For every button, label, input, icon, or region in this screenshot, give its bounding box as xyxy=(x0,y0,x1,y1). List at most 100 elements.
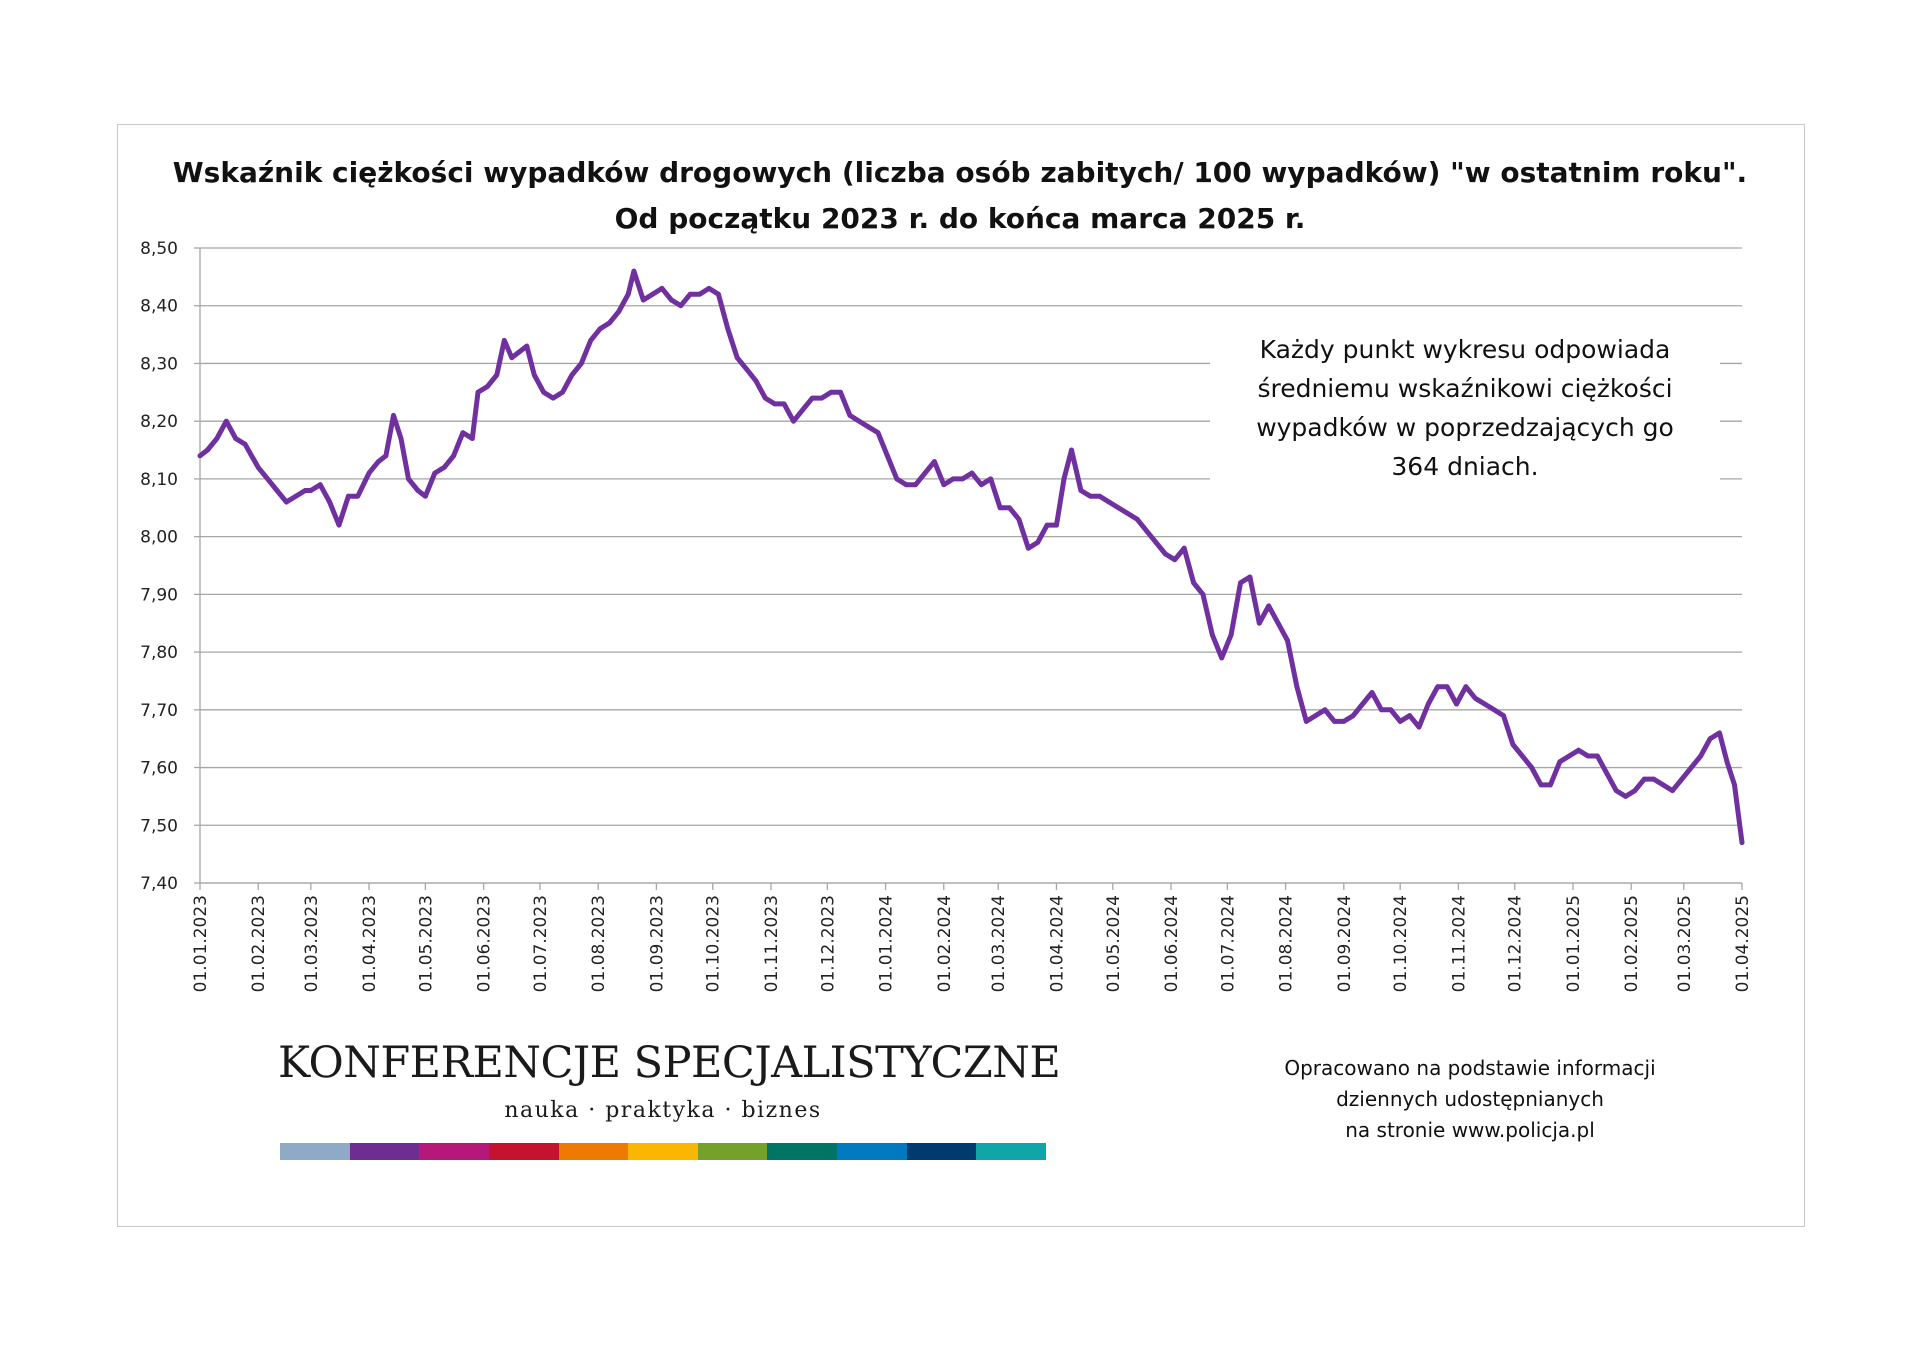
y-tick-label: 7,70 xyxy=(140,701,178,721)
data-point xyxy=(406,476,411,482)
data-point xyxy=(1585,753,1591,759)
data-point xyxy=(650,291,655,297)
logo-color-segment xyxy=(280,1143,350,1160)
annotation-line: Każdy punkt wykresu odpowiada xyxy=(1259,335,1671,364)
data-point xyxy=(625,291,631,297)
data-point xyxy=(214,436,220,441)
data-point xyxy=(1153,540,1159,545)
data-point xyxy=(875,430,881,436)
data-point xyxy=(753,378,759,384)
y-tick-label: 7,90 xyxy=(140,585,178,605)
data-point xyxy=(1294,684,1300,690)
data-point xyxy=(1303,719,1309,724)
data-point xyxy=(856,418,862,424)
data-point xyxy=(1732,782,1737,788)
data-point xyxy=(744,366,749,372)
data-point xyxy=(659,286,665,291)
logo-color-segment xyxy=(767,1143,838,1160)
logo-color-bar xyxy=(280,1143,1047,1160)
x-tick-label: 01.08.2023 xyxy=(589,895,609,992)
data-point xyxy=(1632,788,1638,793)
y-axis-labels: 8,50 8,40 8,30 8,20 8,10 8,00 7,90 7,80 7,70 7,60… xyxy=(140,239,178,894)
data-point xyxy=(460,430,466,436)
data-point xyxy=(969,470,975,476)
data-point xyxy=(1670,788,1675,793)
data-point xyxy=(383,453,389,459)
data-point xyxy=(1172,557,1178,563)
data-point xyxy=(355,493,361,499)
x-tick-label: 01.08.2024 xyxy=(1277,895,1297,992)
data-point xyxy=(978,482,984,488)
x-tick-label: 01.11.2023 xyxy=(762,895,782,992)
x-tick-label: 01.09.2023 xyxy=(647,895,667,992)
data-point xyxy=(903,482,909,488)
data-point xyxy=(1717,730,1722,736)
data-point xyxy=(485,384,490,389)
data-point xyxy=(1181,545,1187,551)
data-point xyxy=(828,389,834,395)
data-point xyxy=(242,441,248,447)
data-point xyxy=(1557,759,1563,765)
data-point xyxy=(560,389,565,395)
data-point xyxy=(293,493,299,499)
data-point xyxy=(1054,522,1059,528)
y-tick-label: 8,20 xyxy=(140,412,178,432)
data-point xyxy=(1097,493,1103,499)
data-point xyxy=(308,488,314,493)
x-tick-label: 01.05.2023 xyxy=(416,895,436,992)
x-tick-label: 01.04.2023 xyxy=(360,895,380,992)
data-point xyxy=(913,482,918,488)
data-point xyxy=(233,436,239,441)
data-point xyxy=(640,297,646,303)
data-point xyxy=(1698,753,1704,759)
data-point xyxy=(716,291,721,297)
y-tick-label: 8,50 xyxy=(140,239,178,259)
data-point xyxy=(1228,632,1234,638)
data-point xyxy=(550,395,556,401)
data-point xyxy=(415,488,421,493)
data-point xyxy=(1510,742,1516,747)
data-point xyxy=(1341,719,1347,724)
logo-color-segment xyxy=(976,1143,1047,1160)
data-point xyxy=(819,395,825,401)
data-point xyxy=(327,499,332,505)
x-tick-label: 01.07.2023 xyxy=(531,895,551,992)
data-point xyxy=(524,343,530,349)
data-point xyxy=(791,418,796,424)
x-tick-label: 01.02.2023 xyxy=(249,895,269,992)
data-point xyxy=(1087,493,1093,499)
x-tick-label: 01.09.2024 xyxy=(1335,895,1355,992)
data-point xyxy=(678,303,684,309)
data-point xyxy=(1407,713,1412,718)
data-point xyxy=(894,476,900,482)
data-point xyxy=(451,453,456,459)
data-point xyxy=(432,470,438,476)
data-point xyxy=(1641,776,1647,782)
data-point xyxy=(1604,770,1610,776)
y-tick-label: 7,80 xyxy=(140,643,178,663)
data-point xyxy=(423,493,428,499)
data-point xyxy=(1116,505,1121,511)
data-point xyxy=(669,297,674,303)
logo-wordmark: KONFERENCJE SPECJALISTYCZNE xyxy=(278,1038,1061,1088)
data-point xyxy=(1425,701,1431,707)
y-tick-label: 8,40 xyxy=(140,297,178,317)
data-point xyxy=(1191,580,1196,586)
data-point xyxy=(1651,776,1657,782)
x-tick-label: 01.01.2024 xyxy=(877,895,897,992)
x-tick-label: 01.07.2024 xyxy=(1218,895,1238,992)
data-point xyxy=(274,488,280,493)
data-point xyxy=(697,291,702,297)
data-point xyxy=(1660,782,1666,788)
data-point xyxy=(376,459,381,464)
chart-frame xyxy=(117,124,1805,1227)
data-point xyxy=(631,268,637,274)
data-point xyxy=(398,436,404,441)
data-point xyxy=(597,326,603,332)
y-tick-label: 8,00 xyxy=(140,528,178,548)
data-point xyxy=(781,401,787,407)
data-point xyxy=(516,349,522,355)
data-point xyxy=(1397,719,1403,724)
data-point xyxy=(885,453,890,459)
